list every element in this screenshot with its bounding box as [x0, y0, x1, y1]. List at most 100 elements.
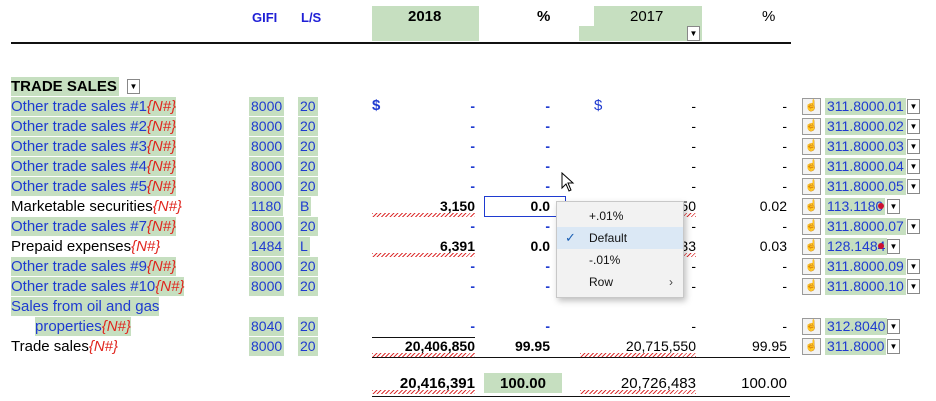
pct-2018[interactable]: -	[545, 278, 550, 294]
menu-item-default[interactable]: ✓ Default	[557, 227, 683, 249]
chevron-down-icon[interactable]: ▼	[887, 239, 900, 254]
account-code[interactable]: 311.8000	[825, 338, 887, 355]
total-rule	[372, 396, 790, 397]
amount-2018[interactable]: 3,150	[439, 198, 475, 214]
chevron-down-icon[interactable]: ▼	[907, 219, 920, 234]
menu-item-plus-one[interactable]: +.01%	[589, 209, 624, 223]
chevron-down-icon[interactable]: ▼	[907, 259, 920, 274]
hand-pointer-icon[interactable]: ☝	[802, 118, 821, 135]
pct-2018[interactable]: -	[545, 138, 550, 154]
amount-squiggle	[372, 253, 475, 257]
account-code[interactable]: 312.8040	[825, 318, 888, 335]
gifi-code: 8000	[249, 157, 285, 176]
pct-2018[interactable]: -	[545, 218, 550, 234]
hand-pointer-icon[interactable]: ☝	[802, 238, 821, 255]
account-code[interactable]: 311.8000.07	[825, 218, 906, 235]
account-code[interactable]: 128.1484	[825, 238, 888, 255]
row-label: Other trade sales #2{N#}	[11, 117, 177, 136]
row-label: Other trade sales #3{N#}	[11, 137, 177, 156]
total-2018: 20,416,391	[399, 375, 475, 392]
account-code[interactable]: 311.8000.10	[825, 278, 906, 295]
pct-2017: -	[782, 118, 787, 134]
chevron-down-icon[interactable]: ▼	[907, 139, 920, 154]
hand-pointer-icon[interactable]: ☝	[802, 198, 821, 215]
chevron-down-icon[interactable]: ▼	[907, 179, 920, 194]
chevron-down-icon[interactable]: ▼	[887, 339, 900, 354]
currency-2017: $	[594, 97, 603, 114]
menu-item-row[interactable]: Row ›	[557, 271, 683, 293]
gifi-code: 8000	[249, 337, 285, 356]
hand-pointer-icon[interactable]: ☝	[802, 338, 821, 355]
hand-pointer-icon[interactable]: ☝	[802, 278, 821, 295]
menu-item-minus-one[interactable]: -.01%	[589, 253, 621, 267]
pct-2017: -	[782, 158, 787, 174]
pct-2018[interactable]: -	[545, 318, 550, 334]
pct-2018[interactable]: -	[545, 178, 550, 194]
chevron-down-icon[interactable]: ▼	[887, 319, 900, 334]
account-code[interactable]: 311.8000.02	[825, 118, 906, 135]
pct-2017: -	[782, 258, 787, 274]
amount-2018[interactable]: 6,391	[439, 238, 475, 254]
account-code[interactable]: 311.8000.03	[825, 138, 906, 155]
pct-2018[interactable]: -	[545, 118, 550, 134]
year-2017-header-box	[594, 6, 702, 26]
chevron-down-icon[interactable]: ▼	[907, 119, 920, 134]
pct-2017: 0.02	[759, 198, 787, 214]
chevron-down-icon[interactable]: ▼	[907, 99, 920, 114]
pct-2018[interactable]: -	[545, 158, 550, 174]
row-label: Prepaid expenses{N#}	[11, 238, 161, 255]
amount-2017: -	[691, 138, 696, 154]
gifi-code: 8000	[249, 97, 285, 116]
pct-2018[interactable]: -	[545, 98, 550, 114]
amount-2017: -	[691, 178, 696, 194]
ls-code: 20	[298, 317, 318, 336]
account-code[interactable]: 311.8000.09	[825, 258, 906, 275]
selected-cell[interactable]	[484, 196, 566, 217]
hand-pointer-icon[interactable]: ☝	[802, 98, 821, 115]
chevron-down-icon[interactable]: ▼	[907, 279, 920, 294]
amount-2018[interactable]: -	[470, 318, 475, 334]
chevron-down-icon[interactable]: ▼	[127, 79, 140, 94]
account-code[interactable]: 113.1180	[825, 198, 886, 215]
gifi-header: GIFI	[252, 10, 278, 25]
amount-squiggle	[372, 353, 475, 357]
amount-squiggle	[580, 353, 696, 357]
pct-2018[interactable]: -	[545, 258, 550, 274]
amount-2017: -	[691, 98, 696, 114]
pct-2018[interactable]: 0.0	[530, 238, 550, 254]
pct-2017: -	[782, 278, 787, 294]
pct-2018[interactable]: 99.95	[514, 338, 550, 354]
total-2018-squiggle	[372, 390, 475, 394]
year-2017-header-box-lower	[579, 26, 702, 41]
amount-2018[interactable]: -	[470, 278, 475, 294]
chevron-down-icon[interactable]: ▼	[687, 26, 700, 41]
hand-pointer-icon[interactable]: ☝	[802, 158, 821, 175]
amount-2018[interactable]: 20,406,850	[404, 338, 475, 354]
subtotal-rule	[372, 357, 790, 358]
account-code[interactable]: 311.8000.04	[825, 158, 906, 175]
pct-2018-header: %	[537, 8, 551, 25]
hand-pointer-icon[interactable]: ☝	[802, 178, 821, 195]
hand-pointer-icon[interactable]: ☝	[802, 318, 821, 335]
chevron-down-icon[interactable]: ▼	[887, 199, 900, 214]
gifi-code: 1180	[249, 197, 284, 216]
amount-2018[interactable]: -	[470, 178, 475, 194]
pct-2018[interactable]: 0.0	[530, 198, 550, 214]
amount-2018[interactable]: -	[470, 98, 475, 114]
hand-pointer-icon[interactable]: ☝	[802, 218, 821, 235]
amount-2018[interactable]: -	[470, 158, 475, 174]
amount-2018[interactable]: -	[470, 138, 475, 154]
chevron-right-icon: ›	[669, 275, 673, 289]
account-code[interactable]: 311.8000.01	[825, 98, 906, 115]
hand-pointer-icon[interactable]: ☝	[802, 258, 821, 275]
hand-pointer-icon[interactable]: ☝	[802, 138, 821, 155]
context-menu: +.01% ✓ Default -.01% Row ›	[556, 201, 684, 298]
account-code[interactable]: 311.8000.05	[825, 178, 906, 195]
amount-2018[interactable]: -	[470, 258, 475, 274]
amount-2018[interactable]: -	[470, 218, 475, 234]
year-2017-header[interactable]: 2017	[630, 8, 664, 25]
amount-2018[interactable]: -	[470, 118, 475, 134]
chevron-down-icon[interactable]: ▼	[907, 159, 920, 174]
amount-2017: 33	[680, 238, 696, 254]
ls-code: 20	[298, 157, 318, 176]
